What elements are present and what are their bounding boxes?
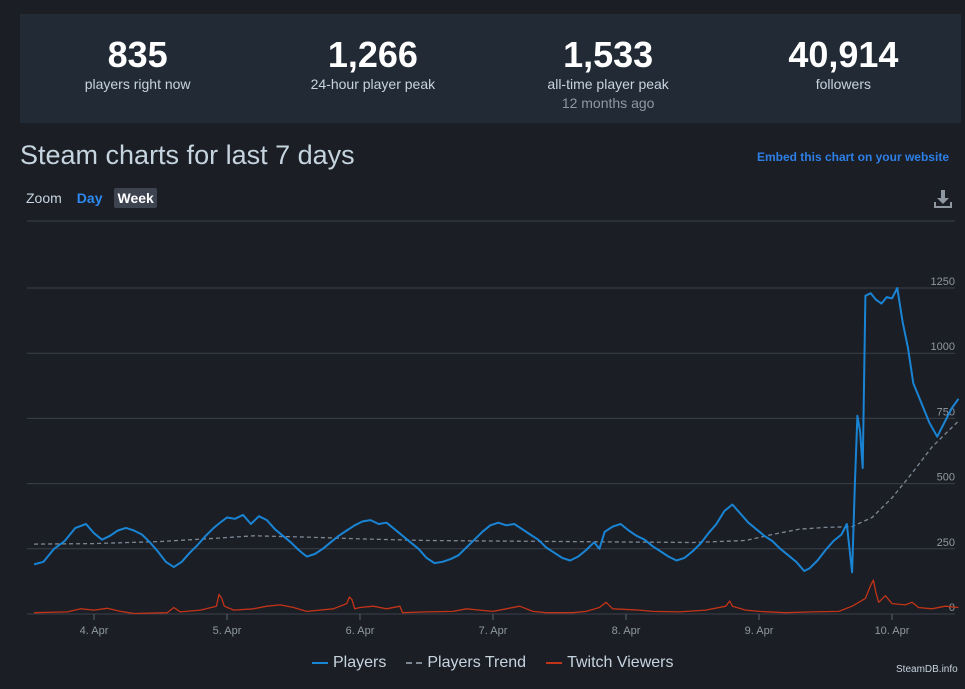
stat-label: all-time player peak [547,76,669,92]
zoom-day-button[interactable]: Day [76,190,103,206]
stat-value: 1,266 [327,34,418,75]
stat-value: 835 [107,34,168,75]
stat-24h-peak: 1,266 24-hour player peak [255,14,490,123]
x-tick-label: 7. Apr [479,625,508,637]
legend-label: Twitch Viewers [567,654,674,671]
y-tick-label: 500 [937,472,955,484]
chart-legend: Players Players Trend Twitch Viewers [312,654,693,672]
x-tick-label: 8. Apr [612,625,641,637]
stat-value: 1,533 [563,34,654,75]
x-tick-label: 5. Apr [213,625,242,637]
y-tick-label: 1000 [931,341,955,353]
stat-value: 40,914 [788,34,899,75]
legend-label: Players Trend [427,654,527,671]
zoom-label: Zoom [26,190,62,206]
twitch-viewers-line [34,579,959,615]
x-tick-label: 6. Apr [346,625,375,637]
x-tick-label: 9. Apr [745,625,774,637]
legend-item-twitch-viewers[interactable]: Twitch Viewers [546,654,673,672]
legend-label: Players [333,654,387,671]
stats-panel: 835 players right now 1,266 24-hour play… [20,14,961,123]
legend-item-players[interactable]: Players [312,654,386,672]
players-trend-line [34,420,959,545]
stat-current-players: 835 players right now [20,14,255,123]
x-tick-label: 10. Apr [875,625,910,637]
stat-sub: 12 months ago [561,95,655,111]
x-tick-label: 4. Apr [80,625,109,637]
embed-chart-link[interactable]: Embed this chart on your website [756,150,949,164]
legend-item-players-trend[interactable]: Players Trend [406,654,526,672]
credit-text: SteamDB.info [896,664,958,675]
stat-label: players right now [84,76,191,92]
chart-title: Steam charts for last 7 days [20,140,355,170]
y-tick-label: 1250 [931,276,955,288]
zoom-controls: Zoom Day Week [26,188,166,208]
stat-label: followers [815,76,871,92]
zoom-week-button[interactable]: Week [114,188,157,208]
stat-followers: 40,914 followers [726,14,961,123]
players-line [33,287,960,574]
stat-all-time-peak: 1,533 all-time player peak 12 months ago [491,14,726,123]
y-tick-label: 250 [937,537,955,549]
y-tick-label: 0 [949,602,955,614]
stat-label: 24-hour player peak [310,76,436,92]
download-icon[interactable] [933,189,953,214]
